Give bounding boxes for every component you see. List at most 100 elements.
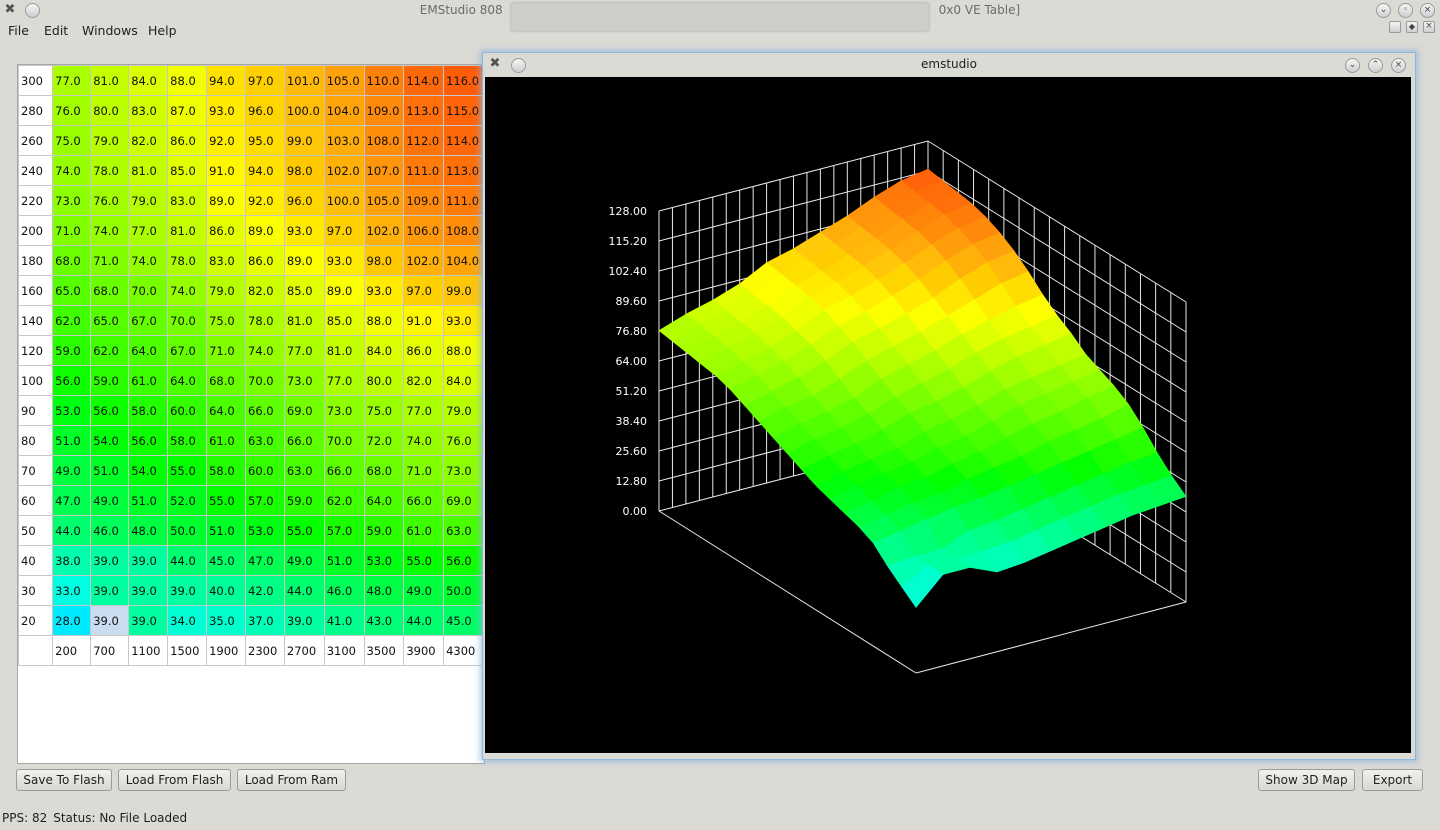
load-axis-cell[interactable]: 30	[18, 575, 54, 606]
ve-cell[interactable]: 54.0	[128, 455, 169, 486]
ve-cell[interactable]: 39.0	[90, 545, 130, 576]
ve-cell[interactable]: 55.0	[403, 545, 445, 576]
ve-cell[interactable]: 77.0	[323, 365, 365, 396]
ve-cell[interactable]: 55.0	[206, 485, 246, 516]
ve-cell[interactable]: 69.0	[443, 485, 484, 516]
mdi-close-button[interactable]: ×	[1423, 21, 1435, 33]
ve-cell[interactable]: 84.0	[443, 365, 484, 396]
ve-cell[interactable]: 65.0	[52, 275, 92, 306]
ve-cell[interactable]: 97.0	[403, 275, 445, 306]
menu-help[interactable]: Help	[148, 23, 177, 38]
ve-cell[interactable]: 63.0	[245, 425, 285, 456]
ve-cell[interactable]: 81.0	[128, 155, 169, 186]
ve-cell[interactable]: 83.0	[128, 95, 169, 126]
ve-cell[interactable]: 51.0	[52, 425, 92, 456]
ve-cell[interactable]: 39.0	[90, 575, 130, 606]
ve-cell[interactable]: 51.0	[128, 485, 169, 516]
load-axis-cell[interactable]: 60	[18, 485, 54, 516]
ve-cell[interactable]: 55.0	[283, 515, 325, 546]
ve-cell[interactable]: 39.0	[128, 545, 169, 576]
rpm-axis-cell[interactable]: 2300	[245, 635, 285, 666]
ve-cell[interactable]: 71.0	[206, 335, 246, 366]
load-axis-cell[interactable]: 90	[18, 395, 54, 426]
show-3d-map-button[interactable]: Show 3D Map	[1258, 769, 1355, 791]
ve-cell[interactable]: 34.0	[167, 605, 208, 636]
load-axis-cell[interactable]: 180	[18, 245, 54, 276]
maximize-button[interactable]: ◦	[1398, 3, 1413, 18]
ve-cell[interactable]: 58.0	[167, 425, 208, 456]
rpm-axis-cell[interactable]: 4300	[443, 635, 484, 666]
surface-plot[interactable]: 128.00 115.20 102.40 89.60 76.80 64.00 51.20 38…	[485, 77, 1411, 753]
rpm-axis-cell[interactable]: 2700	[283, 635, 325, 666]
ve-cell[interactable]: 54.0	[90, 425, 130, 456]
ve-cell[interactable]: 108.0	[363, 125, 405, 156]
load-from-flash-button[interactable]: Load From Flash	[118, 769, 231, 791]
ve-cell[interactable]: 83.0	[206, 245, 246, 276]
ve-cell[interactable]: 51.0	[323, 545, 365, 576]
ve-cell[interactable]: 86.0	[206, 215, 246, 246]
mdi-restore-button[interactable]	[1389, 21, 1401, 33]
ve-cell[interactable]: 76.0	[443, 425, 484, 456]
menu-windows[interactable]: Windows	[82, 23, 138, 38]
ve-cell[interactable]: 44.0	[283, 575, 325, 606]
ve-cell[interactable]: 53.0	[245, 515, 285, 546]
ve-cell[interactable]: 57.0	[323, 515, 365, 546]
load-axis-cell[interactable]: 280	[18, 95, 54, 126]
ve-cell[interactable]: 53.0	[363, 545, 405, 576]
ve-cell[interactable]: 84.0	[363, 335, 405, 366]
rpm-axis-cell[interactable]: 700	[90, 635, 130, 666]
ve-cell[interactable]: 76.0	[90, 185, 130, 216]
ve-cell[interactable]: 75.0	[363, 395, 405, 426]
ve-cell[interactable]: 81.0	[323, 335, 365, 366]
plot-window-menu-button[interactable]	[511, 58, 526, 73]
ve-cell[interactable]: 44.0	[403, 605, 445, 636]
ve-cell[interactable]: 94.0	[245, 155, 285, 186]
ve-cell[interactable]: 61.0	[206, 425, 246, 456]
ve-cell[interactable]: 92.0	[245, 185, 285, 216]
ve-cell[interactable]: 68.0	[52, 245, 92, 276]
load-axis-cell[interactable]: 120	[18, 335, 54, 366]
ve-cell[interactable]: 70.0	[128, 275, 169, 306]
ve-cell[interactable]: 70.0	[167, 305, 208, 336]
ve-cell[interactable]: 94.0	[206, 65, 246, 96]
ve-cell[interactable]: 49.0	[283, 545, 325, 576]
ve-cell[interactable]: 48.0	[128, 515, 169, 546]
ve-cell[interactable]: 109.0	[403, 185, 445, 216]
ve-cell[interactable]: 62.0	[52, 305, 92, 336]
ve-cell[interactable]: 78.0	[90, 155, 130, 186]
ve-cell[interactable]: 74.0	[167, 275, 208, 306]
ve-cell[interactable]: 77.0	[403, 395, 445, 426]
ve-cell[interactable]: 73.0	[283, 365, 325, 396]
ve-cell[interactable]: 51.0	[90, 455, 130, 486]
ve-cell[interactable]: 73.0	[323, 395, 365, 426]
ve-cell[interactable]: 66.0	[403, 485, 445, 516]
ve-cell[interactable]: 114.0	[443, 125, 484, 156]
ve-cell[interactable]: 61.0	[128, 365, 169, 396]
ve-cell[interactable]: 73.0	[443, 455, 484, 486]
ve-cell[interactable]: 55.0	[167, 455, 208, 486]
ve-cell[interactable]: 47.0	[245, 545, 285, 576]
load-axis-cell[interactable]: 260	[18, 125, 54, 156]
ve-cell[interactable]: 78.0	[167, 245, 208, 276]
ve-cell[interactable]: 79.0	[206, 275, 246, 306]
ve-cell[interactable]: 71.0	[90, 245, 130, 276]
ve-cell[interactable]: 85.0	[283, 275, 325, 306]
ve-cell[interactable]: 88.0	[363, 305, 405, 336]
ve-cell[interactable]: 39.0	[128, 575, 169, 606]
ve-cell[interactable]: 103.0	[323, 125, 365, 156]
ve-cell[interactable]: 59.0	[363, 515, 405, 546]
ve-cell[interactable]: 84.0	[128, 65, 169, 96]
ve-cell[interactable]: 44.0	[52, 515, 92, 546]
ve-cell[interactable]: 57.0	[245, 485, 285, 516]
ve-cell[interactable]: 49.0	[52, 455, 92, 486]
ve-cell[interactable]: 74.0	[90, 215, 130, 246]
load-axis-cell[interactable]: 140	[18, 305, 54, 336]
export-button[interactable]: Export	[1362, 769, 1423, 791]
ve-cell[interactable]: 91.0	[206, 155, 246, 186]
ve-cell[interactable]: 52.0	[167, 485, 208, 516]
ve-cell[interactable]: 78.0	[245, 305, 285, 336]
menu-edit[interactable]: Edit	[44, 23, 69, 38]
ve-cell[interactable]: 85.0	[323, 305, 365, 336]
ve-cell[interactable]: 74.0	[245, 335, 285, 366]
ve-cell[interactable]: 98.0	[363, 245, 405, 276]
